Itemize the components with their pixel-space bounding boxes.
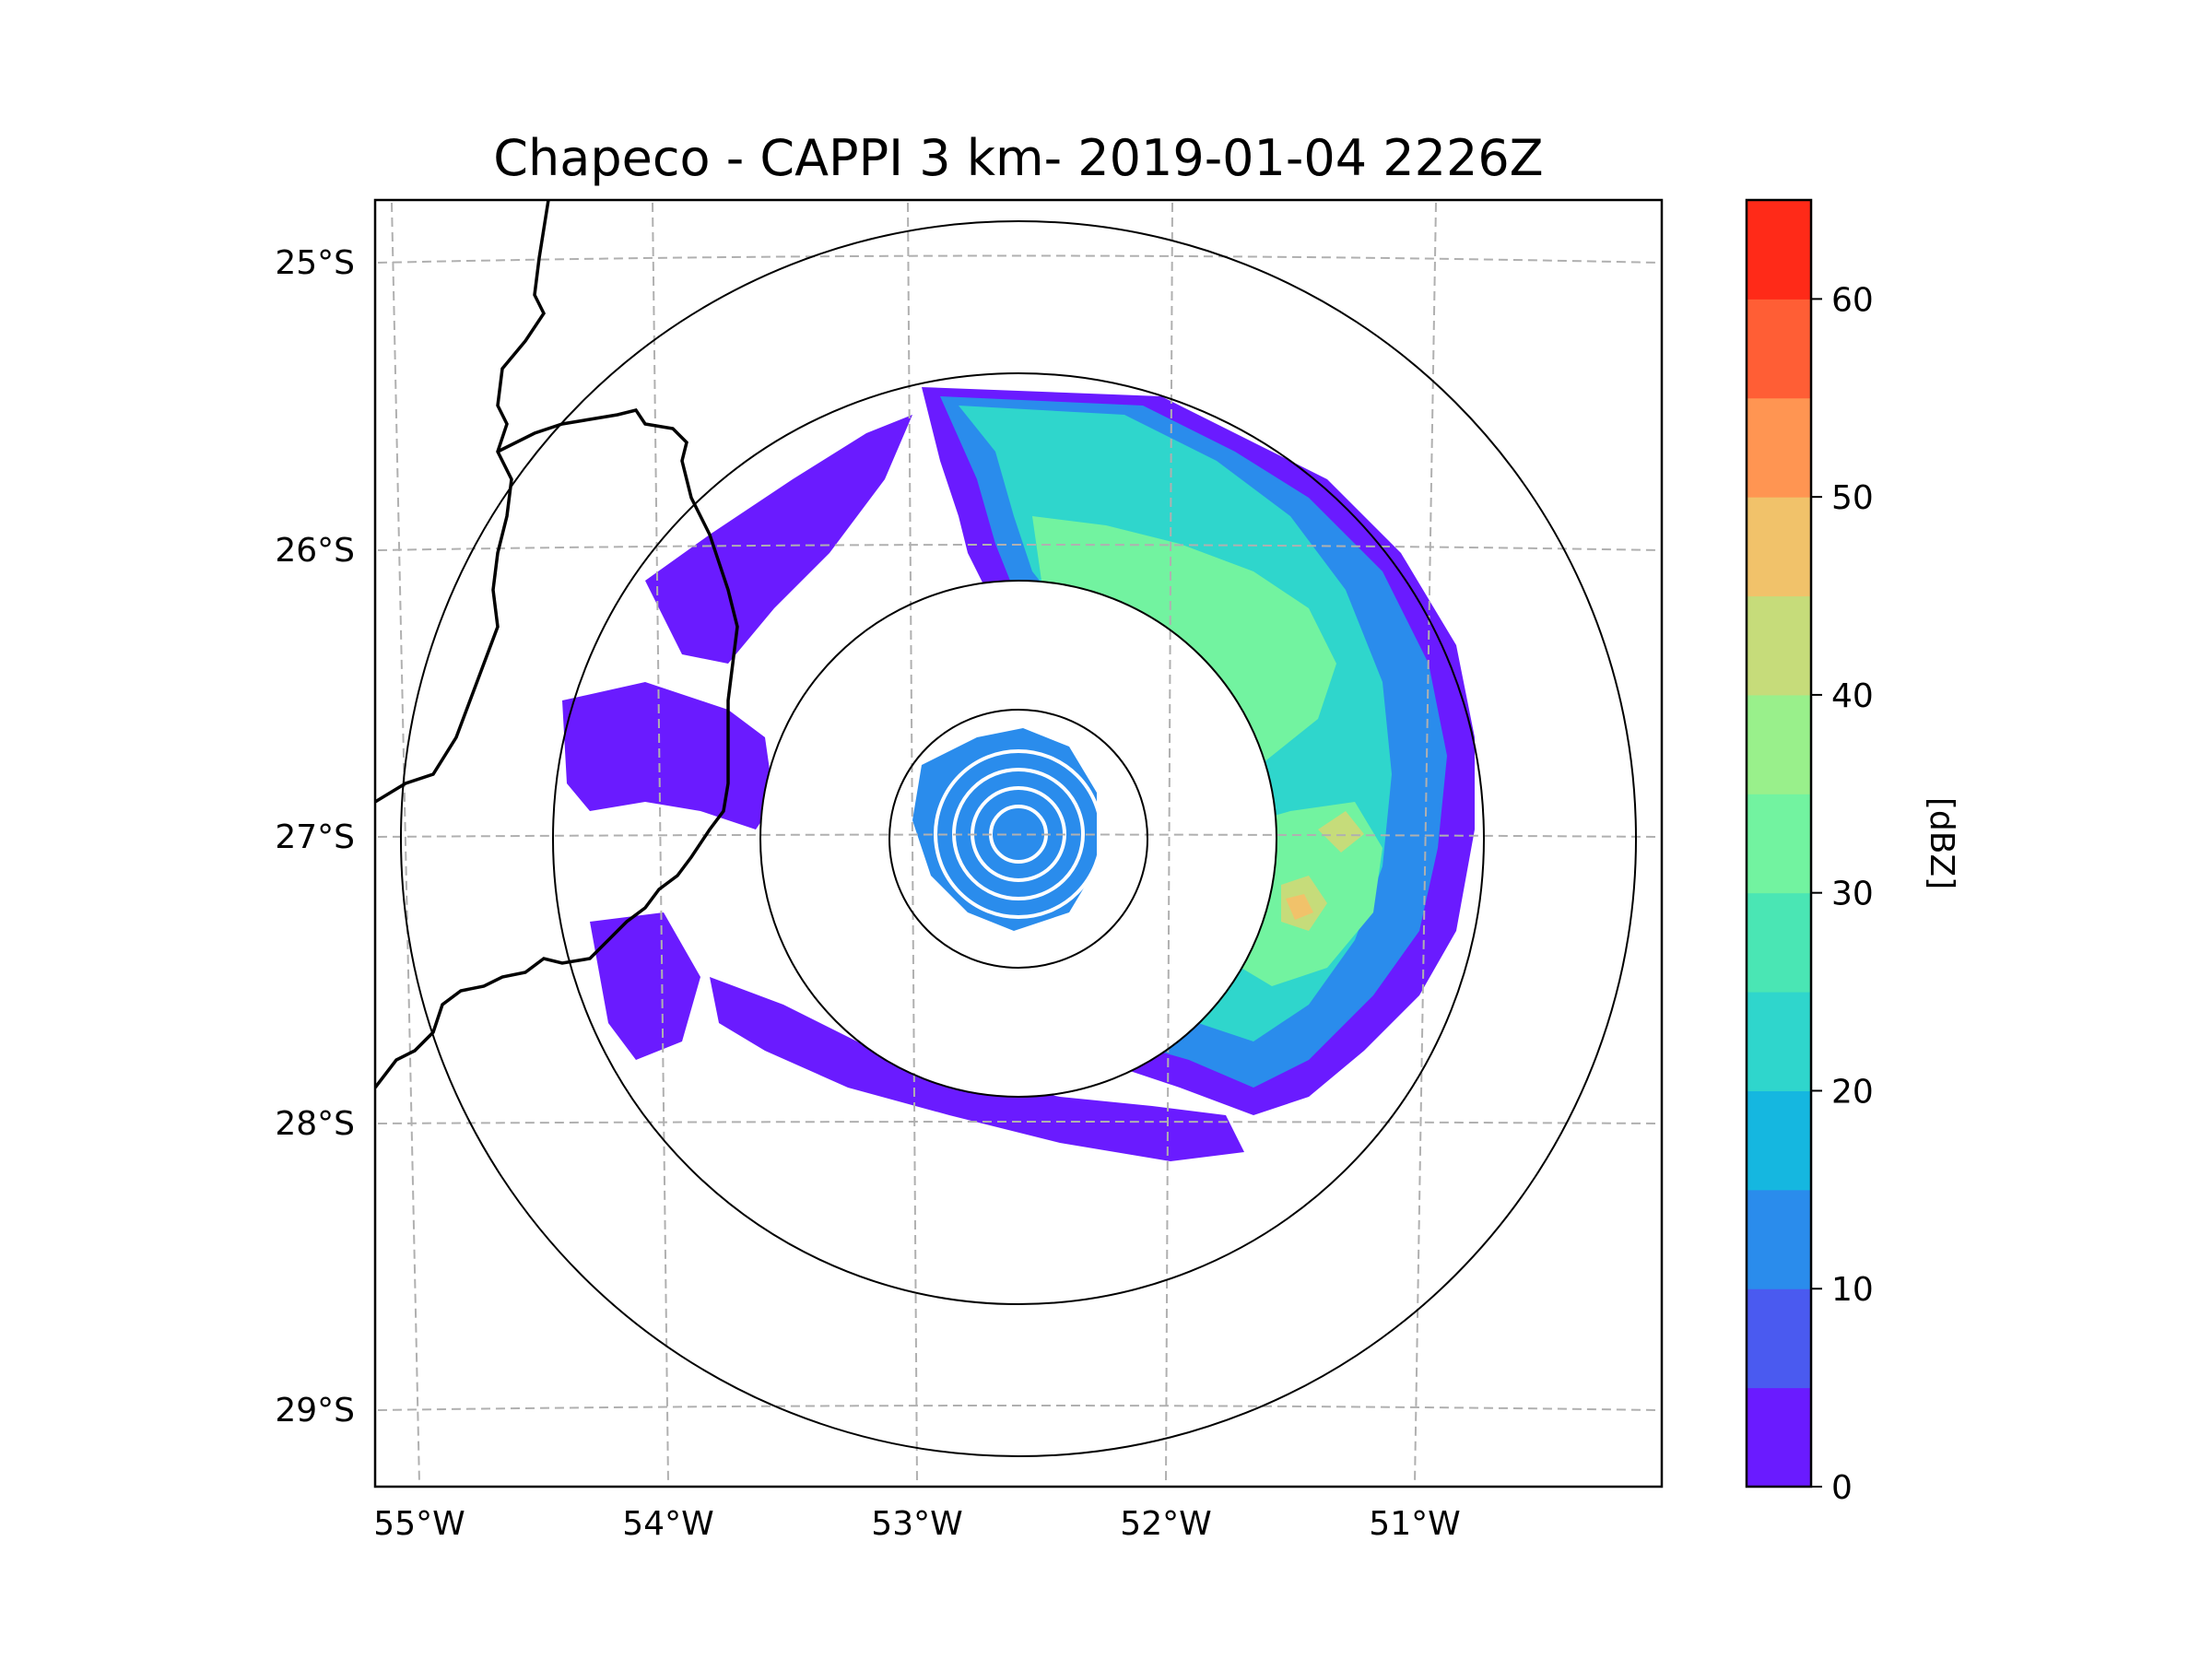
colorbar-segment bbox=[1747, 1288, 1811, 1389]
colorbar-segment bbox=[1747, 1090, 1811, 1191]
colorbar-segment bbox=[1747, 694, 1811, 794]
colorbar-tick-label: 40 bbox=[1831, 677, 1874, 715]
echo-northwest-band bbox=[645, 415, 912, 664]
colorbar-tick-label: 10 bbox=[1831, 1271, 1874, 1309]
echo-southwest-patch bbox=[590, 912, 700, 1060]
range-rings bbox=[400, 220, 1637, 1457]
map-frame bbox=[373, 198, 1664, 1488]
colorbar-segment bbox=[1747, 1189, 1811, 1289]
graticule bbox=[377, 202, 1660, 1485]
colorbar-tick-label: 50 bbox=[1831, 479, 1874, 517]
colorbar-segment bbox=[1747, 200, 1811, 300]
echo-south-band bbox=[710, 977, 1244, 1161]
echo-west-band bbox=[562, 682, 774, 830]
colorbar-tick-label: 20 bbox=[1831, 1073, 1874, 1111]
map-area bbox=[373, 198, 1664, 1488]
latitude-labels: 25°S 26°S 27°S 28°S 29°S bbox=[275, 244, 355, 1430]
colorbar-segment bbox=[1747, 595, 1811, 696]
colorbar-segment bbox=[1747, 992, 1811, 1091]
colorbar-label: [dBZ] bbox=[1923, 797, 1960, 889]
colorbar-segment bbox=[1747, 1387, 1811, 1488]
colorbar-segments bbox=[1747, 200, 1811, 1488]
lon-label: 51°W bbox=[1369, 1505, 1460, 1543]
lon-label: 52°W bbox=[1120, 1505, 1211, 1543]
lat-label: 25°S bbox=[275, 244, 355, 282]
lat-label: 26°S bbox=[275, 532, 355, 570]
colorbar-frame bbox=[1745, 198, 1813, 1488]
colorbar-ticks: 0 10 20 30 40 50 60 bbox=[1811, 281, 1874, 1507]
colorbar-segment bbox=[1747, 497, 1811, 597]
echo-cell-yellow-2 bbox=[1318, 811, 1364, 853]
colorbar-tick-label: 0 bbox=[1831, 1469, 1853, 1507]
colorbar-segment bbox=[1747, 892, 1811, 993]
colorbar: 0 10 20 30 40 50 60 [dBZ] bbox=[1745, 198, 1960, 1507]
lon-label: 55°W bbox=[373, 1505, 465, 1543]
colorbar-segment bbox=[1747, 299, 1811, 399]
lat-label: 28°S bbox=[275, 1105, 355, 1143]
colorbar-segment bbox=[1747, 794, 1811, 894]
longitude-labels: 55°W 54°W 53°W 52°W 51°W bbox=[373, 1505, 1460, 1543]
colorbar-tick-label: 30 bbox=[1831, 876, 1874, 913]
lat-label: 27°S bbox=[275, 818, 355, 856]
lat-label: 29°S bbox=[275, 1392, 355, 1430]
echo-cell-orange bbox=[1286, 894, 1313, 920]
colorbar-segment bbox=[1747, 397, 1811, 498]
lon-label: 54°W bbox=[622, 1505, 713, 1543]
chart-title: Chapeco - CAPPI 3 km- 2019-01-04 2226Z bbox=[493, 129, 1543, 187]
colorbar-tick-label: 60 bbox=[1831, 281, 1874, 319]
state-borders bbox=[375, 200, 739, 1089]
lon-label: 53°W bbox=[871, 1505, 962, 1543]
